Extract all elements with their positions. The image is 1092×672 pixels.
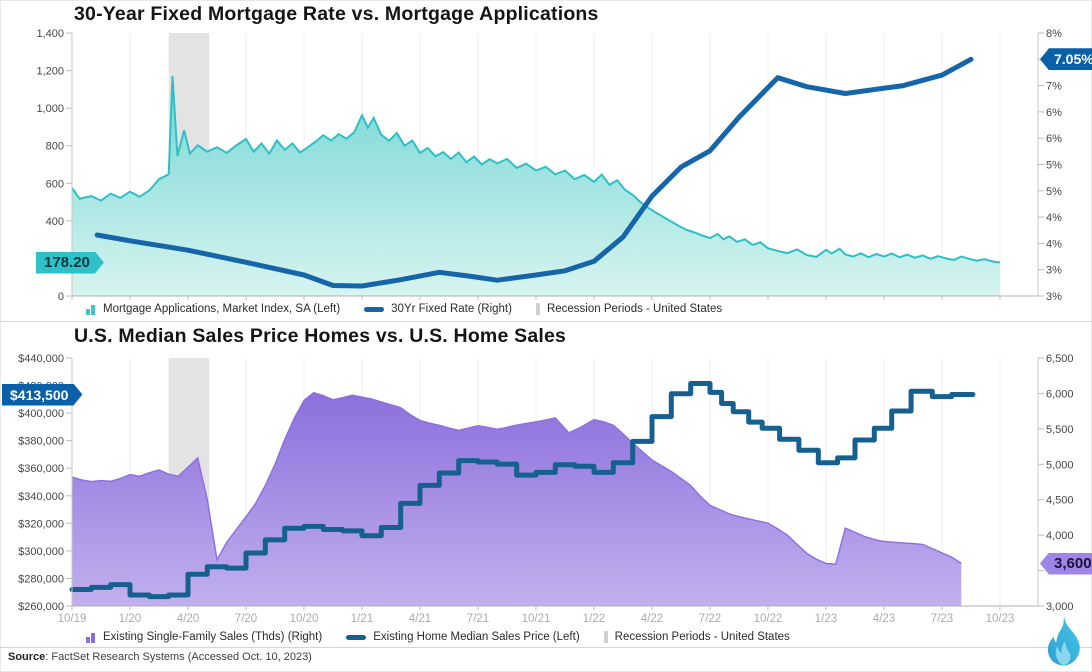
x-axis-label: 1/20 — [119, 613, 141, 625]
mortgage-apps-last-value-callout: 178.20 — [36, 252, 104, 274]
bottom-chart-legend: Existing Single-Family Sales (Thds) (Rig… — [86, 631, 814, 643]
right-axis-label: 8% — [1046, 28, 1062, 40]
home-sales-last-value-callout: 3,600 — [1040, 552, 1092, 575]
x-axis-label: 10/21 — [522, 613, 551, 625]
section-divider — [0, 321, 1092, 322]
right-axis-label: 3% — [1046, 265, 1062, 277]
source-label: Source — [8, 651, 46, 663]
right-axis-label: 3,000 — [1046, 601, 1074, 613]
top-chart-legend: Mortgage Applications, Market Index, SA … — [86, 303, 746, 315]
left-axis-label: 1,000 — [36, 103, 64, 115]
source-text: : FactSet Research Systems (Accessed Oct… — [45, 651, 312, 663]
left-axis-label: $340,000 — [18, 491, 64, 503]
right-axis-label: 4,000 — [1046, 530, 1074, 542]
left-axis-label: 0 — [58, 291, 64, 303]
left-axis-label: $380,000 — [18, 436, 64, 448]
legend-label: Existing Single-Family Sales (Thds) (Rig… — [103, 631, 323, 643]
footer-divider — [0, 647, 1092, 648]
area-series-edge — [71, 76, 1001, 264]
line-series-icon — [346, 634, 367, 640]
area-series — [72, 392, 962, 606]
line-series-icon — [364, 306, 385, 312]
x-axis-label: 1/23 — [815, 613, 837, 625]
x-axis-label: 10/19 — [58, 613, 87, 625]
legend-item-single-family-sales: Existing Single-Family Sales (Thds) (Rig… — [86, 631, 322, 643]
x-axis-label: 4/21 — [409, 613, 431, 625]
left-axis-label: $320,000 — [18, 518, 64, 530]
left-axis-label: $300,000 — [18, 546, 64, 558]
legend-label: Recession Periods - United States — [546, 303, 723, 315]
line-series — [94, 56, 974, 289]
top-chart-title: 30-Year Fixed Mortgage Rate vs. Mortgage… — [74, 3, 599, 25]
legend-label: Existing Home Median Sales Price (Left) — [373, 631, 580, 643]
step-line-series — [69, 381, 976, 600]
left-axis-label: 400 — [46, 216, 64, 228]
legend-label: Mortgage Applications, Market Index, SA … — [103, 303, 341, 315]
right-axis-label: 7% — [1046, 81, 1062, 93]
x-axis-label: 4/20 — [177, 613, 199, 625]
x-axis-label: 1/21 — [351, 613, 373, 625]
legend-item-mortgage-applications: Mortgage Applications, Market Index, SA … — [86, 303, 340, 315]
x-axis-label: 7/20 — [235, 613, 257, 625]
bottom-chart-title: U.S. Median Sales Price Homes vs. U.S. H… — [74, 325, 567, 347]
right-axis-label: 6% — [1046, 107, 1062, 119]
x-axis-label: 10/22 — [754, 613, 783, 625]
right-axis-label: 4,500 — [1046, 495, 1074, 507]
right-axis-label: 6% — [1046, 133, 1062, 145]
right-axis-label: 3% — [1046, 291, 1062, 303]
legend-item-recession-periods: Recession Periods - United States — [603, 631, 790, 643]
median-price-last-value-callout: $413,500 — [2, 384, 82, 406]
x-axis-label: 10/20 — [290, 613, 319, 625]
left-axis-label: 1,400 — [36, 28, 64, 40]
left-axis-label: $440,000 — [18, 353, 64, 365]
left-axis-label: $280,000 — [18, 573, 64, 585]
recession-band-icon — [535, 303, 540, 315]
left-axis-label: 800 — [46, 141, 64, 153]
right-axis-label: 5,000 — [1046, 459, 1074, 471]
right-axis-label: 6,500 — [1046, 353, 1074, 365]
factset-flame-logo — [1047, 616, 1080, 666]
right-axis-label: 4% — [1046, 212, 1062, 224]
area-series-icon — [86, 304, 96, 315]
right-axis-label: 5,500 — [1046, 424, 1074, 436]
left-axis-label: $400,000 — [18, 408, 64, 420]
left-axis-label: 1,200 — [36, 66, 64, 78]
x-axis-label: 7/22 — [699, 613, 721, 625]
left-axis-label: $360,000 — [18, 463, 64, 475]
legend-item-30yr-fixed-rate: 30Yr Fixed Rate (Right) — [364, 303, 512, 315]
right-axis-label: 5% — [1046, 160, 1062, 172]
area-series-icon — [86, 632, 96, 643]
x-axis-label: 4/22 — [641, 613, 663, 625]
x-axis-label: 7/23 — [931, 613, 953, 625]
recession-band-icon — [603, 631, 608, 643]
fixed-rate-last-value-callout: 7.05% — [1040, 48, 1092, 71]
right-axis-label: 5% — [1046, 186, 1062, 198]
x-axis-label: 1/22 — [583, 613, 605, 625]
right-axis-label: 6,000 — [1046, 388, 1074, 400]
legend-label: 30Yr Fixed Rate (Right) — [391, 303, 512, 315]
source-attribution: Source: FactSet Research Systems (Access… — [8, 651, 312, 663]
area-series — [72, 76, 1000, 296]
legend-item-median-sales-price: Existing Home Median Sales Price (Left) — [346, 631, 580, 643]
legend-label: Recession Periods - United States — [614, 631, 790, 643]
x-axis-label: 7/21 — [467, 613, 489, 625]
x-axis-label: 4/23 — [873, 613, 895, 625]
legend-item-recession-periods: Recession Periods - United States — [535, 303, 723, 315]
left-axis-label: 600 — [46, 178, 64, 190]
right-axis-label: 4% — [1046, 238, 1062, 250]
area-series-edge — [71, 391, 962, 565]
left-axis-label: $260,000 — [18, 601, 64, 613]
x-axis-label: 10/23 — [986, 613, 1015, 625]
